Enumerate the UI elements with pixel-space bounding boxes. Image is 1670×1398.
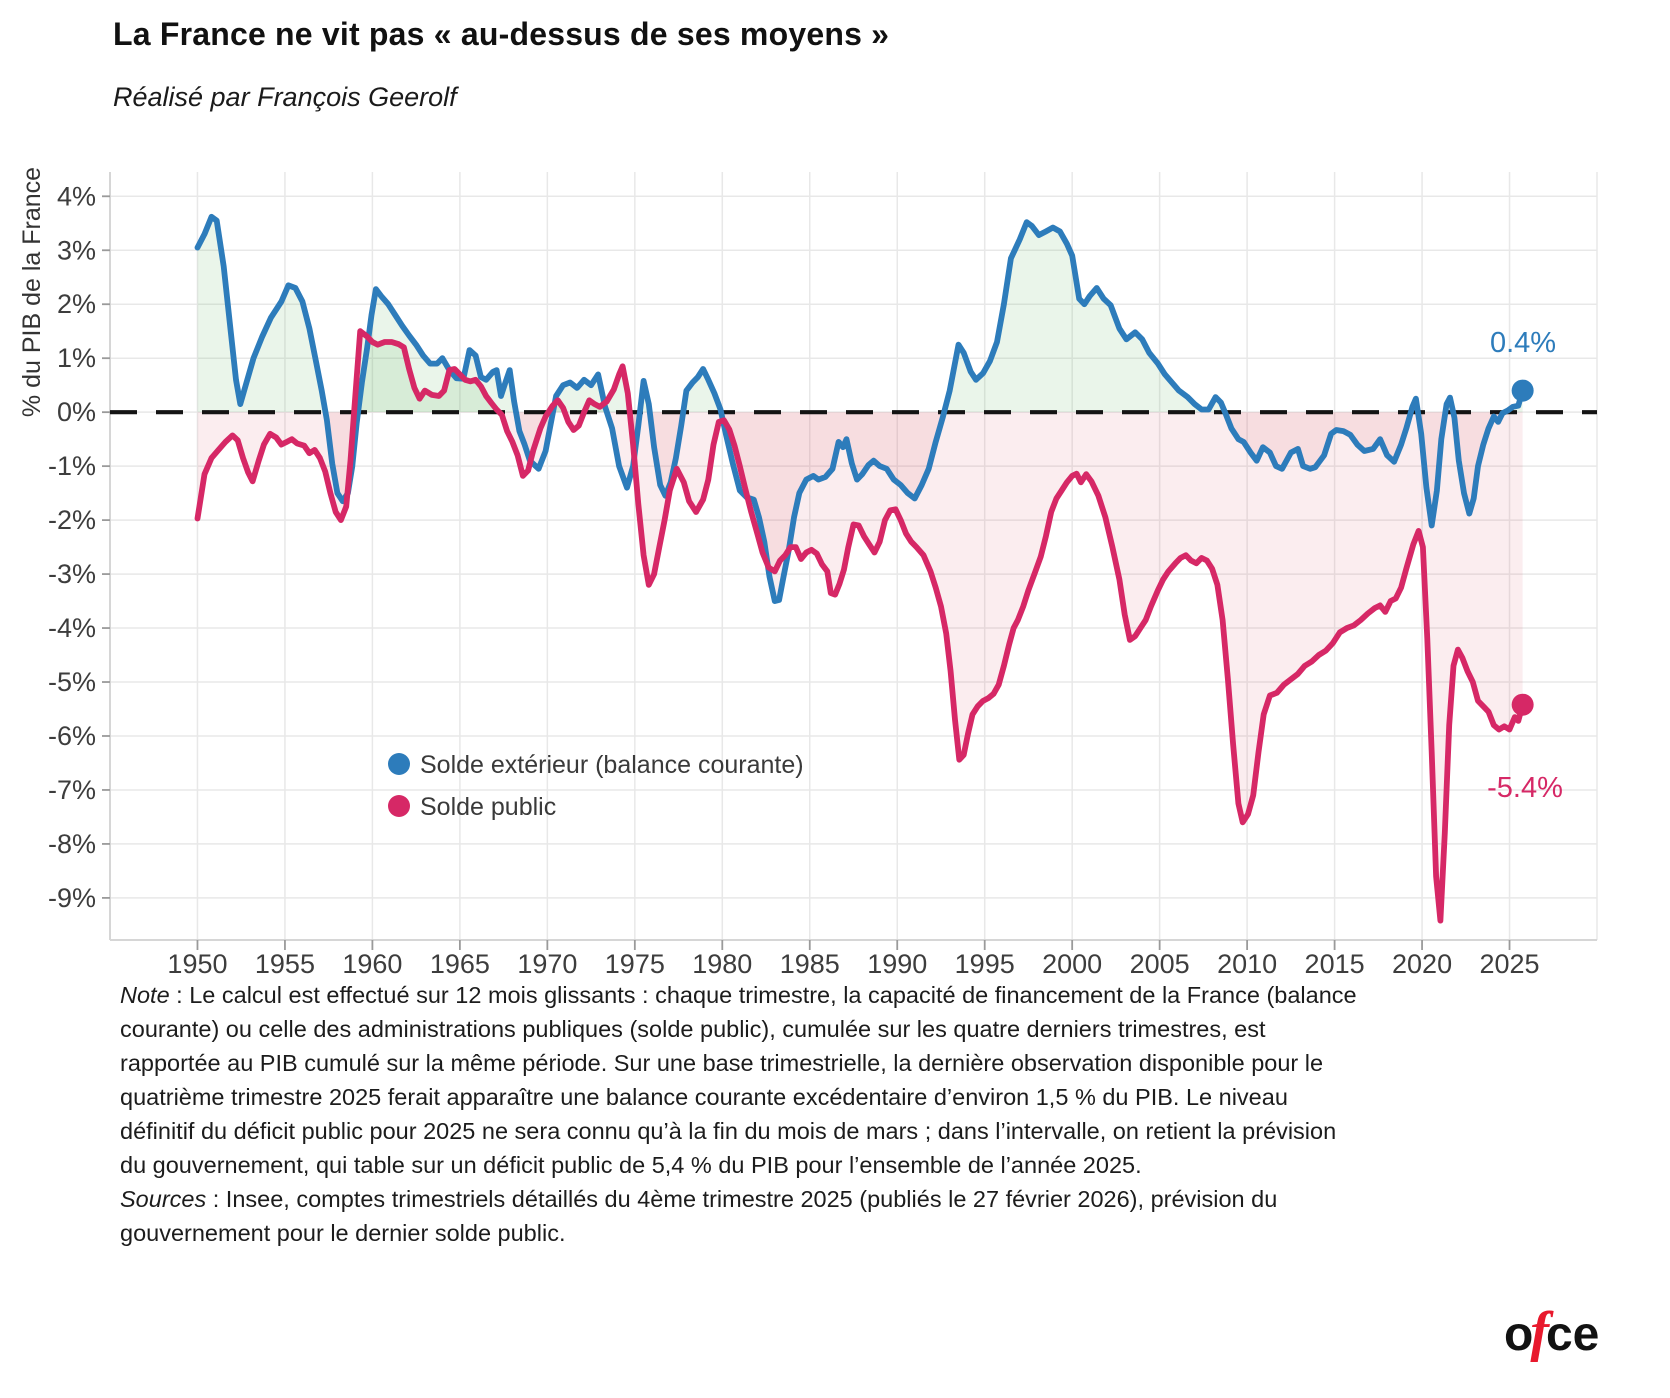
x-axis-tick-label: 2005 [1130,949,1190,979]
x-axis-tick-label: 2010 [1217,949,1277,979]
area-below-zero-pink [197,412,1523,921]
x-axis-tick-label: 1985 [780,949,840,979]
y-axis-tick-label: 1% [57,343,96,373]
x-axis-tick-label: 1955 [255,949,315,979]
y-axis-tick-label: -9% [48,883,96,913]
x-axis-tick-label: 2025 [1479,949,1539,979]
gridlines [110,172,1598,940]
y-axis-tick-label: -5% [48,667,96,697]
axes: 1950 1955 1960 1965 1970 1975 1980 1985 1990 1995… [48,172,1597,979]
note-text: Note : Le calcul est effectué sur 12 moi… [120,982,1357,1178]
x-axis-tick-label: 1970 [517,949,577,979]
y-axis-tick-label: -7% [48,775,96,805]
x-axis-tick-label: 1975 [605,949,665,979]
x-axis-tick-label: 1965 [430,949,490,979]
x-axis-tick-label: 1995 [955,949,1015,979]
legend: Solde extérieur (balance courante) Solde… [388,751,804,821]
annotation-blue-end-value: 0.4% [1490,327,1556,359]
y-axis-tick-label: -2% [48,505,96,535]
x-axis-tick-label: 1950 [167,949,227,979]
x-axis-tick-label: 2000 [1042,949,1102,979]
annotation-pink-end-value: -5.4% [1487,772,1563,804]
x-axis-tick-label: 1960 [342,949,402,979]
ofce-logo: ofce [1504,1301,1600,1363]
y-axis-tick-label: 3% [57,235,96,265]
y-axis-tick-label: 4% [57,181,96,211]
x-axis-tick-label: 2015 [1305,949,1365,979]
y-axis-tick-label: -8% [48,829,96,859]
page-subtitle: Réalisé par François Geerolf [113,82,457,112]
x-axis-tick-label: 1990 [867,949,927,979]
y-axis-tick-label: -1% [48,451,96,481]
legend-dot-solde-exterieur [388,753,410,775]
y-axis-tick-label: -4% [48,613,96,643]
ofce-logo-f: f [1530,1301,1549,1363]
series-end-dots [1511,379,1534,716]
y-axis-tick-label: 2% [57,289,96,319]
y-axis-tick-label: -3% [48,559,96,589]
page-title: La France ne vit pas « au-dessus de ses … [113,16,890,52]
series-end-dot-pink [1511,693,1534,716]
legend-label-solde-public: Solde public [420,793,556,821]
sources-text: Sources : Insee, comptes trimestriels dé… [120,1186,1278,1246]
x-axis-tick-label: 1980 [692,949,752,979]
legend-dot-solde-public [388,795,410,817]
legend-label-solde-exterieur: Solde extérieur (balance courante) [420,751,804,779]
series-lines [194,213,1526,924]
y-axis-tick-label: 0% [57,397,96,427]
x-axis-tick-label: 2020 [1392,949,1452,979]
series-line-pink [194,328,1526,924]
series-end-dot-blue [1511,379,1534,402]
y-axis-tick-label: -6% [48,721,96,751]
series-line-blue [194,213,1526,604]
note-block: Note : Le calcul est effectué sur 12 moi… [120,978,1360,1250]
y-axis-title: % du PIB de la France [18,167,46,417]
